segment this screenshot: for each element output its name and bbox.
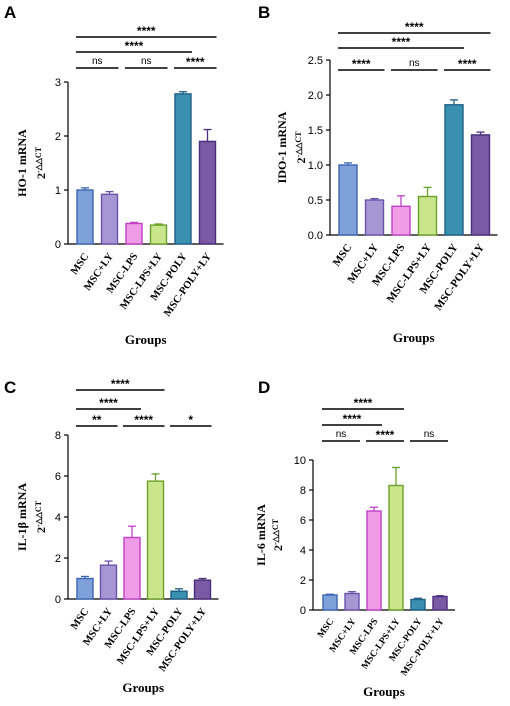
significance-label: ns xyxy=(141,56,152,67)
x-tick-label: MSC xyxy=(69,251,91,276)
y-tick-label: 0 xyxy=(55,594,61,606)
y-axis-unit-base: 2 xyxy=(271,545,285,551)
y-axis-unit-exponent: -△△CT xyxy=(34,500,43,527)
significance-label: **** xyxy=(392,35,411,49)
y-tick-label: 0 xyxy=(55,239,61,251)
significance-label: **** xyxy=(125,39,144,53)
bar-msc-poly xyxy=(410,598,426,611)
bar-msc-ly xyxy=(364,199,385,236)
significance-label: ns xyxy=(92,56,103,67)
significance-label: ns xyxy=(409,58,420,69)
y-axis-unit: 2-△△CT xyxy=(34,500,48,533)
bar-msc-poly xyxy=(170,590,188,600)
bar-msc-lps xyxy=(391,205,411,236)
bar-msc-poly xyxy=(444,104,464,236)
x-tick-label: MSC-POLY+LY xyxy=(432,242,487,313)
x-tick-label: MSC xyxy=(331,242,355,269)
y-tick-label: 1 xyxy=(55,185,61,197)
bar-msc-lps xyxy=(366,510,382,611)
bar-msc xyxy=(76,577,94,600)
y-axis-label: IL-6 mRNA xyxy=(254,504,268,566)
y-tick-label: 0.5 xyxy=(308,195,323,207)
significance-label: **** xyxy=(405,20,424,34)
significance-label: **** xyxy=(354,396,373,410)
y-axis-unit-base: 2 xyxy=(294,158,308,164)
y-axis-unit-exponent: -△△CT xyxy=(34,146,43,173)
bar-msc-poly-ly xyxy=(432,595,448,611)
y-tick-label: 3 xyxy=(55,77,61,89)
bar-msc-lps-ly xyxy=(417,195,438,236)
y-axis-label: IL-1β mRNA xyxy=(15,483,29,551)
chart-panel-b: B 0.0 0.5 1.0 1.5 2.0 2.5 IDO-1 mRNA 2-△△CT MSC MS… xyxy=(258,3,498,345)
significance-label: ** xyxy=(92,413,102,427)
significance-label: ns xyxy=(424,429,435,440)
bar-msc-ly xyxy=(344,592,360,611)
y-tick-label: 2 xyxy=(55,131,61,143)
x-axis-label: Groups xyxy=(125,332,167,347)
bar-msc-lps-ly xyxy=(146,480,165,600)
bar-msc xyxy=(76,189,94,245)
panel-letter: A xyxy=(4,3,16,22)
y-tick-label: 8 xyxy=(55,430,61,442)
significance-label: ns xyxy=(336,429,347,440)
x-axis-label: Groups xyxy=(363,684,405,699)
bar-msc-poly-ly xyxy=(470,134,491,236)
y-tick-label: 2 xyxy=(55,553,61,565)
y-axis-label: IDO-1 mRNA xyxy=(275,111,289,183)
y-axis-unit: 2-△△CT xyxy=(294,131,308,164)
significance-label: * xyxy=(188,413,193,427)
y-axis-unit-exponent: -△△CT xyxy=(294,131,303,158)
y-tick-label: 0.0 xyxy=(308,230,323,242)
significance-label: **** xyxy=(352,57,371,71)
y-tick-label: 6 xyxy=(55,471,61,483)
bar-msc-poly-ly xyxy=(198,140,217,245)
bar-msc-poly xyxy=(174,93,192,245)
y-tick-label: 10 xyxy=(294,455,306,467)
y-tick-label: 2.0 xyxy=(308,90,323,102)
y-tick-label: 1.0 xyxy=(308,160,323,172)
y-tick-label: 0 xyxy=(300,605,306,617)
x-axis-label: Groups xyxy=(122,680,164,695)
significance-label: **** xyxy=(137,24,156,38)
bar-msc-ly xyxy=(100,193,119,245)
y-axis-unit-base: 2 xyxy=(34,173,48,179)
panel-letter: D xyxy=(258,378,270,397)
significance-label: **** xyxy=(111,377,130,391)
y-tick-label: 6 xyxy=(300,515,306,527)
y-axis-unit-exponent: -△△CT xyxy=(271,518,280,545)
y-axis-label: HO-1 mRNA xyxy=(15,129,29,197)
y-tick-label: 8 xyxy=(300,485,306,497)
x-tick-label: MSC xyxy=(316,617,336,640)
significance-label: **** xyxy=(376,428,395,442)
significance-label: **** xyxy=(99,396,118,410)
y-tick-label: 1.5 xyxy=(308,125,323,137)
bar-msc-ly xyxy=(99,564,118,600)
y-tick-label: 2.5 xyxy=(308,55,323,67)
significance-label: **** xyxy=(134,413,153,427)
panel-letter: C xyxy=(4,378,16,397)
y-tick-label: 4 xyxy=(55,512,61,524)
bar-msc xyxy=(322,594,338,611)
bar-msc-lps-ly xyxy=(149,224,168,245)
significance-label: **** xyxy=(186,55,205,69)
x-tick-label: MSC xyxy=(69,606,91,631)
bar-msc xyxy=(338,164,358,236)
bar-msc-poly-ly xyxy=(193,579,212,600)
bar-msc-lps xyxy=(123,536,141,600)
y-tick-label: 4 xyxy=(300,545,306,557)
y-axis-unit: 2-△△CT xyxy=(34,146,48,179)
panel-letter: B xyxy=(258,3,270,22)
bar-msc-lps xyxy=(125,222,143,245)
significance-label: **** xyxy=(343,412,362,426)
x-axis-label: Groups xyxy=(393,330,435,345)
significance-label: **** xyxy=(458,57,477,71)
y-axis-unit-base: 2 xyxy=(34,527,48,533)
y-tick-label: 2 xyxy=(300,575,306,587)
bar-msc-lps-ly xyxy=(388,484,404,611)
y-axis-unit: 2-△△CT xyxy=(271,518,285,551)
